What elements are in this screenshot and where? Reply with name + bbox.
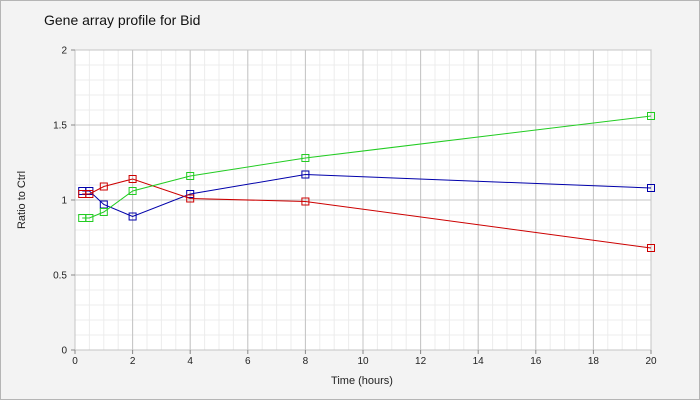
- y-tick-label: 0.5: [53, 271, 67, 282]
- x-tick-label: 14: [473, 356, 485, 367]
- chart-title: Gene array profile for Bid: [44, 12, 200, 28]
- x-axis-label: Time (hours): [331, 375, 393, 387]
- series-3: [78, 112, 655, 222]
- y-tick-label: 2: [61, 46, 67, 57]
- data-point-marker: [186, 190, 195, 198]
- y-axis-label: Ratio to Ctrl: [16, 171, 28, 229]
- x-tick-label: 10: [357, 356, 369, 367]
- grid: [74, 49, 652, 351]
- x-tick-label: 6: [245, 356, 251, 367]
- series-2: [78, 175, 655, 252]
- data-point-marker: [301, 170, 310, 179]
- data-point-marker: [301, 197, 310, 206]
- x-tick-label: 18: [588, 356, 600, 367]
- x-tick-label: 16: [530, 356, 542, 367]
- x-tick-label: 8: [303, 356, 309, 367]
- data-point-marker: [128, 175, 137, 183]
- data-point-marker: [647, 112, 655, 120]
- x-tick-label: 20: [645, 356, 657, 367]
- x-tick-label: 4: [187, 356, 193, 367]
- data-point-marker: [85, 214, 94, 222]
- axes: 0 2 4 6 8 10 12 14 16 18 20 0 0.5 1 1.5 2: [53, 46, 657, 368]
- data-point-marker: [128, 187, 137, 195]
- data-point-marker: [647, 244, 655, 252]
- series-group: [78, 112, 655, 252]
- data-point-marker: [186, 194, 195, 203]
- x-tick-label: 0: [72, 356, 78, 367]
- x-tick-label: 2: [130, 356, 136, 367]
- y-tick-label: 0: [61, 346, 67, 357]
- data-point-marker: [647, 184, 655, 192]
- series-line: [82, 115, 652, 219]
- data-point-marker: [128, 212, 137, 221]
- data-point-marker: [99, 182, 108, 191]
- data-point-marker: [85, 190, 94, 198]
- data-point-marker: [186, 172, 195, 180]
- data-point-marker: [99, 208, 108, 216]
- y-tick-label: 1.5: [53, 121, 67, 132]
- y-tick-label: 1: [61, 196, 67, 207]
- x-tick-label: 12: [415, 356, 427, 367]
- data-point-marker: [301, 154, 310, 162]
- series-line: [82, 178, 652, 249]
